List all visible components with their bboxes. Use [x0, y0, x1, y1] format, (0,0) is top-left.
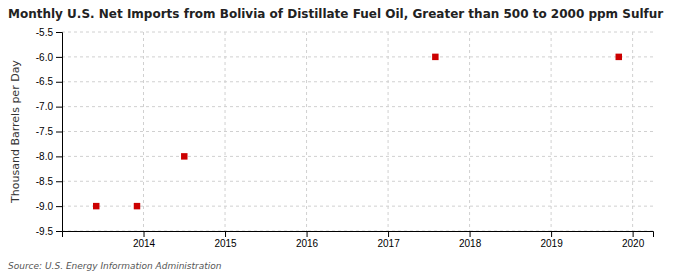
x-tick-label: 2016	[296, 238, 319, 249]
y-tick-label: -6.0	[36, 52, 54, 63]
y-tick-label: -8.0	[36, 151, 54, 162]
y-tick: -9.5	[36, 226, 62, 237]
x-tick-label: 2017	[377, 238, 400, 249]
grid-line-y	[62, 56, 653, 57]
y-tick-label: -9.5	[36, 226, 54, 237]
grid-line-y	[62, 156, 653, 157]
grid-line-y	[62, 131, 653, 132]
x-tick: 2016	[296, 231, 319, 249]
x-tick-label: 2018	[459, 238, 482, 249]
x-tick-label: 2020	[622, 238, 645, 249]
y-tick-mark	[56, 181, 62, 182]
point	[616, 54, 622, 60]
y-axis-title: Thousand Barrels per Day	[9, 60, 22, 204]
y-axis: -9.5 -9.0 -8.5 -8.0 -7.5 -7.0 -6.5 -6.0 -5.5	[36, 27, 63, 237]
grid-line-x	[306, 32, 307, 231]
y-tick-label: -5.5	[36, 27, 54, 38]
grid	[62, 32, 653, 231]
plot: 2014 2015 2016 2017 2018 2019 2020 -9.5 -9.0 -8.5…	[36, 27, 654, 249]
y-tick-mark	[56, 206, 62, 207]
grid-line-y	[62, 206, 653, 207]
y-tick-label: -7.5	[36, 126, 54, 137]
y-tick-label: -9.0	[36, 201, 54, 212]
y-tick-mark	[56, 132, 62, 133]
x-tick: 2020	[622, 231, 645, 249]
x-tick: 2014	[133, 231, 156, 249]
grid-line-y	[62, 106, 653, 107]
y-tick-mark	[56, 82, 62, 83]
x-tick-mark	[551, 231, 552, 237]
y-tick-mark	[56, 231, 62, 232]
x-tick-label: 2019	[540, 238, 563, 249]
x-axis-line	[63, 232, 654, 238]
x-tick: 2019	[540, 231, 563, 249]
point	[181, 153, 187, 159]
y-tick-mark	[56, 107, 62, 108]
y-tick: -7.5	[36, 126, 62, 137]
y-axis-line	[56, 33, 63, 232]
y-tick-mark	[56, 156, 62, 157]
y-tick: -8.5	[36, 176, 62, 187]
grid-line-y	[62, 181, 653, 182]
y-tick-label: -6.5	[36, 76, 54, 87]
grid-line-x	[469, 32, 470, 231]
y-tick-label: -7.0	[36, 101, 54, 112]
y-tick: -9.0	[36, 201, 62, 212]
point	[93, 203, 99, 209]
grid-line-x	[143, 32, 144, 231]
point	[432, 54, 438, 60]
x-tick-mark	[225, 231, 226, 237]
y-tick: -8.0	[36, 151, 62, 162]
y-tick-mark	[56, 32, 62, 33]
y-tick-label: -8.5	[36, 176, 54, 187]
points	[93, 54, 622, 210]
y-tick: -6.0	[36, 52, 62, 63]
x-axis: 2014 2015 2016 2017 2018 2019 2020	[63, 231, 654, 249]
y-tick: -5.5	[36, 27, 62, 38]
x-tick-mark	[470, 231, 471, 237]
point	[134, 203, 140, 209]
x-tick-label: 2015	[214, 238, 237, 249]
x-tick-mark	[307, 231, 308, 237]
annotation: Source: U.S. Energy Information Administ…	[8, 261, 222, 271]
y-tick: -6.5	[36, 76, 62, 87]
title: Monthly U.S. Net Imports from Bolivia of…	[8, 7, 663, 21]
x-tick-mark	[144, 231, 145, 237]
x-tick: 2015	[214, 231, 237, 249]
chart: 2014 2015 2016 2017 2018 2019 2020 -9.5 -9.0 -8.5…	[0, 0, 675, 275]
x-tick: 2017	[377, 231, 400, 249]
x-tick-label: 2014	[133, 238, 156, 249]
grid-line-y	[62, 32, 653, 33]
x-tick-mark	[633, 231, 634, 237]
x-tick: 2018	[459, 231, 482, 249]
x-tick-mark	[388, 231, 389, 237]
y-tick: -7.0	[36, 101, 62, 112]
y-tick-mark	[56, 57, 62, 58]
grid-line-y	[62, 81, 653, 82]
